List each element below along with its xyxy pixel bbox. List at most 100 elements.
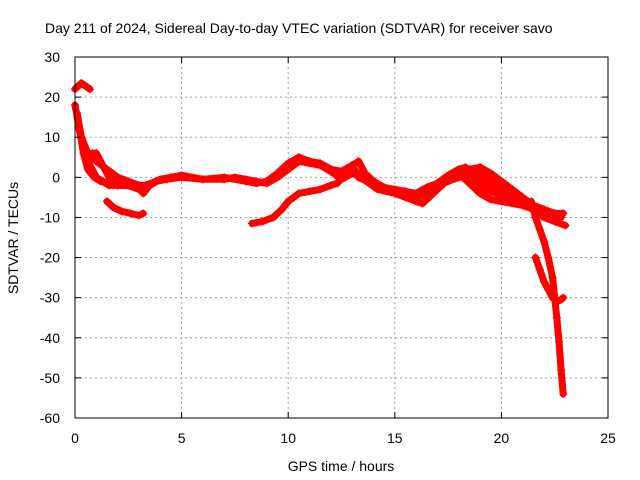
tick-labels: 0 5 10 15 20 25 -60 -50 -40 -30 -20 -10 0 10 20 30: [40, 49, 616, 446]
data-point: [326, 181, 335, 190]
data-point: [476, 163, 485, 172]
data-point: [486, 177, 495, 186]
y-axis-title: SDTVAR / TECUs: [5, 182, 21, 294]
y-tick-label: -50: [40, 370, 60, 386]
y-tick-label: 10: [44, 129, 60, 145]
data-point: [531, 213, 540, 222]
data-point: [412, 189, 421, 198]
data-point: [531, 253, 540, 262]
x-tick-label: 25: [600, 430, 616, 446]
data-point: [100, 165, 109, 174]
data-point: [552, 313, 561, 322]
data-point: [559, 293, 568, 302]
x-axis-title: GPS time / hours: [288, 458, 395, 474]
data-point: [198, 175, 207, 184]
x-tick-label: 15: [387, 430, 403, 446]
data-point: [508, 185, 517, 194]
data-point: [77, 79, 86, 88]
data-point: [333, 179, 342, 188]
data-point: [139, 209, 148, 218]
data-point: [557, 365, 566, 374]
data-point: [141, 181, 150, 190]
data-point: [557, 213, 566, 222]
y-tick-label: 0: [52, 169, 60, 185]
series-layer: [71, 79, 570, 398]
data-point: [380, 183, 389, 192]
data-point: [247, 219, 256, 228]
x-tick-label: 20: [494, 430, 510, 446]
data-point: [75, 125, 84, 134]
data-point: [152, 177, 161, 186]
data-point: [518, 193, 527, 202]
data-point: [339, 171, 348, 180]
data-point: [561, 221, 570, 230]
data-point: [305, 157, 314, 166]
data-point: [486, 169, 495, 178]
data-point: [535, 265, 544, 274]
data-point: [548, 293, 557, 302]
data-point: [102, 197, 111, 206]
data-point: [126, 209, 135, 218]
x-tick-label: 10: [280, 430, 296, 446]
ticks: [74, 56, 609, 419]
data-point: [559, 389, 568, 398]
y-tick-label: -30: [40, 290, 60, 306]
data-point: [433, 179, 442, 188]
data-point: [454, 169, 463, 178]
data-point: [92, 149, 101, 158]
data-point: [360, 169, 369, 178]
data-point: [105, 173, 114, 182]
data-point: [294, 189, 303, 198]
data-point: [527, 197, 536, 206]
data-point: [139, 189, 148, 198]
data-point: [369, 177, 378, 186]
series-arc-12: [527, 197, 568, 398]
y-tick-label: -20: [40, 250, 60, 266]
data-point: [548, 273, 557, 282]
data-point: [540, 209, 549, 218]
y-tick-label: -60: [40, 410, 60, 426]
data-point: [96, 177, 105, 186]
data-point: [277, 205, 286, 214]
data-point: [273, 169, 282, 178]
data-point: [554, 337, 563, 346]
data-point: [83, 165, 92, 174]
data-point: [401, 187, 410, 196]
data-point: [134, 185, 143, 194]
data-point: [497, 177, 506, 186]
data-point: [109, 203, 118, 212]
data-point: [461, 175, 470, 184]
data-point: [348, 161, 357, 170]
data-point: [83, 157, 92, 166]
y-tick-label: -40: [40, 330, 60, 346]
data-point: [552, 297, 561, 306]
data-point: [294, 153, 303, 162]
data-point: [497, 197, 506, 206]
data-point: [418, 199, 427, 208]
series-arc-11: [454, 163, 566, 222]
data-point: [412, 197, 421, 206]
data-point: [85, 85, 94, 94]
data-point: [252, 179, 261, 188]
data-point: [550, 211, 559, 220]
data-point: [390, 185, 399, 194]
data-point: [444, 171, 453, 180]
data-point: [476, 189, 485, 198]
data-point: [284, 197, 293, 206]
y-tick-label: -10: [40, 209, 60, 225]
data-point: [96, 157, 105, 166]
data-point: [326, 165, 335, 174]
chart-title: Day 211 of 2024, Sidereal Day-to-day VTE…: [45, 20, 553, 36]
y-tick-label: 30: [44, 49, 60, 65]
y-tick-label: 20: [44, 89, 60, 105]
data-point: [424, 193, 433, 202]
data-point: [486, 187, 495, 196]
series-arc-13: [531, 253, 568, 306]
data-point: [305, 187, 314, 196]
data-point: [465, 165, 474, 174]
data-point: [422, 183, 431, 192]
data-point: [73, 109, 82, 118]
plot-frame: [74, 56, 609, 419]
data-point: [134, 211, 143, 220]
